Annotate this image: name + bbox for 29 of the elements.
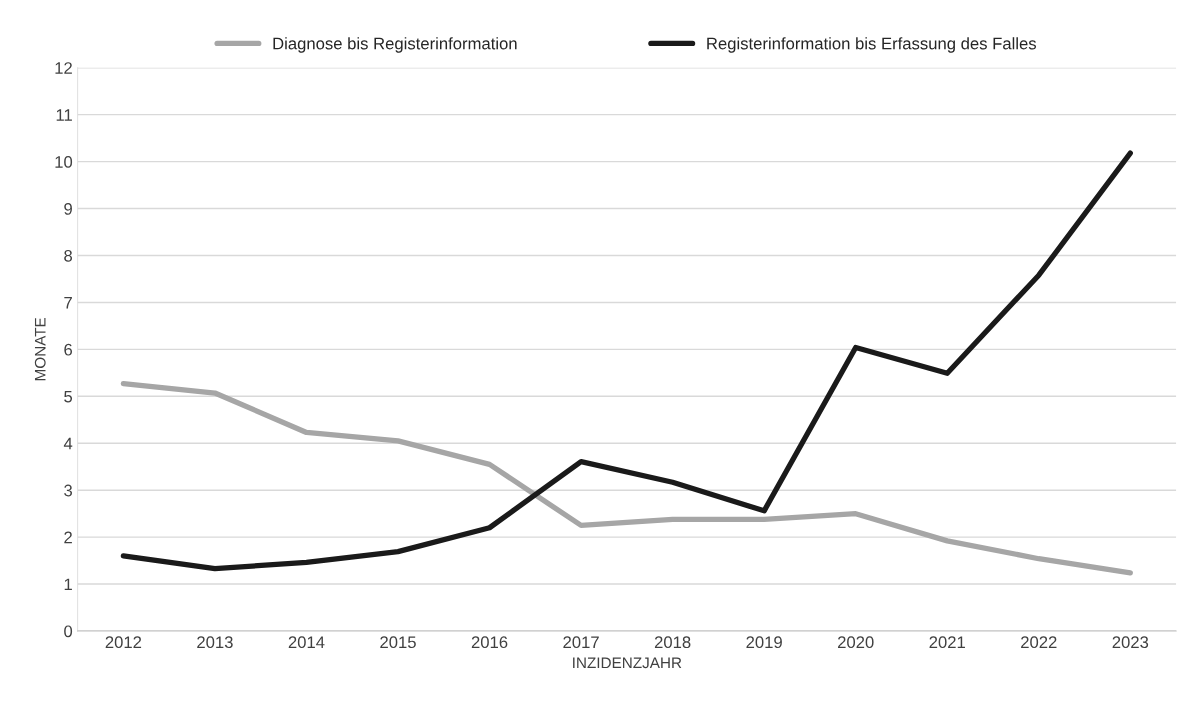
legend-label: Registerinformation bis Erfassung des Falles bbox=[707, 37, 1037, 53]
y-tick-label: 9 bbox=[64, 202, 72, 215]
legend-label: Diagnose bis Registerinformation bbox=[273, 37, 517, 53]
x-tick-label: 2013 bbox=[197, 636, 233, 649]
x-tick-label: 2021 bbox=[929, 636, 965, 649]
y-tick-label: 4 bbox=[63, 437, 73, 450]
x-tick-label: 2023 bbox=[1112, 636, 1149, 649]
y-axis-title: MONATE bbox=[34, 317, 46, 381]
y-tick-label: 5 bbox=[64, 390, 73, 403]
x-tick-label: 2020 bbox=[838, 636, 874, 649]
y-tick-label: 3 bbox=[64, 484, 73, 497]
x-tick-label: 2022 bbox=[1021, 636, 1057, 649]
y-tick-label: 12 bbox=[55, 62, 72, 74]
y-tick-label: 7 bbox=[64, 297, 72, 309]
y-tick-label: 10 bbox=[55, 156, 73, 168]
x-tick-label: 2014 bbox=[288, 636, 325, 649]
y-tick-label: 8 bbox=[64, 249, 73, 262]
x-tick-label: 2016 bbox=[471, 636, 508, 649]
x-tick-label: 2019 bbox=[746, 636, 782, 649]
y-tick-label: 11 bbox=[56, 109, 72, 121]
y-tick-label: 0 bbox=[64, 625, 73, 638]
x-tick-label: 2017 bbox=[563, 636, 599, 649]
y-tick-label: 6 bbox=[64, 343, 73, 356]
x-tick-label: 2018 bbox=[654, 636, 691, 649]
x-axis-title: INZIDENZJAHR bbox=[573, 657, 682, 669]
y-tick-label: 2 bbox=[64, 531, 72, 544]
x-tick-label: 2012 bbox=[105, 636, 142, 649]
x-tick-label: 2015 bbox=[380, 636, 416, 649]
y-tick-label: 1 bbox=[64, 578, 72, 591]
